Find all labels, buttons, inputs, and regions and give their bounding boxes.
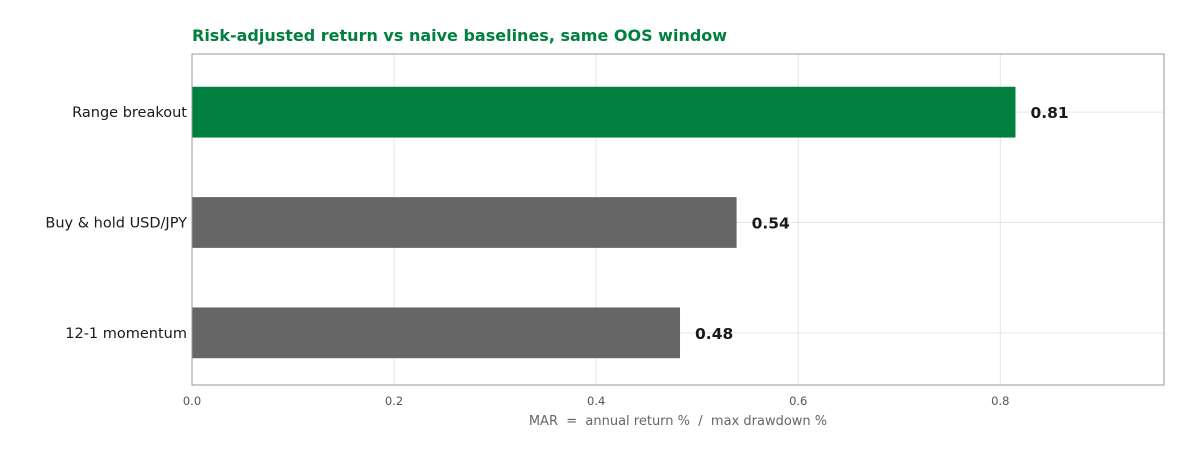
category-label: 12-1 momentum — [65, 326, 187, 342]
bar — [192, 197, 737, 248]
bars — [192, 86, 1016, 359]
value-labels: 0.81 0.54 0.48 — [695, 104, 1069, 343]
x-tick-label: 0.2 — [385, 394, 403, 408]
category-label: Buy & hold USD/JPY — [45, 216, 187, 232]
value-label: 0.48 — [695, 325, 733, 343]
category-label: Range breakout — [72, 105, 187, 121]
x-axis-label: MAR = annual return % / max drawdown % — [529, 414, 827, 429]
x-tick-label: 0.8 — [991, 394, 1009, 408]
x-tick-label: 0.6 — [789, 394, 807, 408]
chart-title: Risk-adjusted return vs naive baselines,… — [192, 26, 727, 45]
plot-frame — [191, 53, 1165, 386]
x-tick-label: 0.0 — [183, 394, 201, 408]
x-tick-labels: 0.0 0.2 0.4 0.6 0.8 — [183, 394, 1010, 408]
value-label: 0.81 — [1030, 104, 1068, 122]
category-labels: Range breakout Buy & hold USD/JPY 12-1 mom… — [45, 105, 187, 342]
x-tick-label: 0.4 — [587, 394, 605, 408]
bar — [192, 86, 1016, 138]
value-label: 0.54 — [752, 215, 790, 233]
bar — [192, 307, 681, 359]
